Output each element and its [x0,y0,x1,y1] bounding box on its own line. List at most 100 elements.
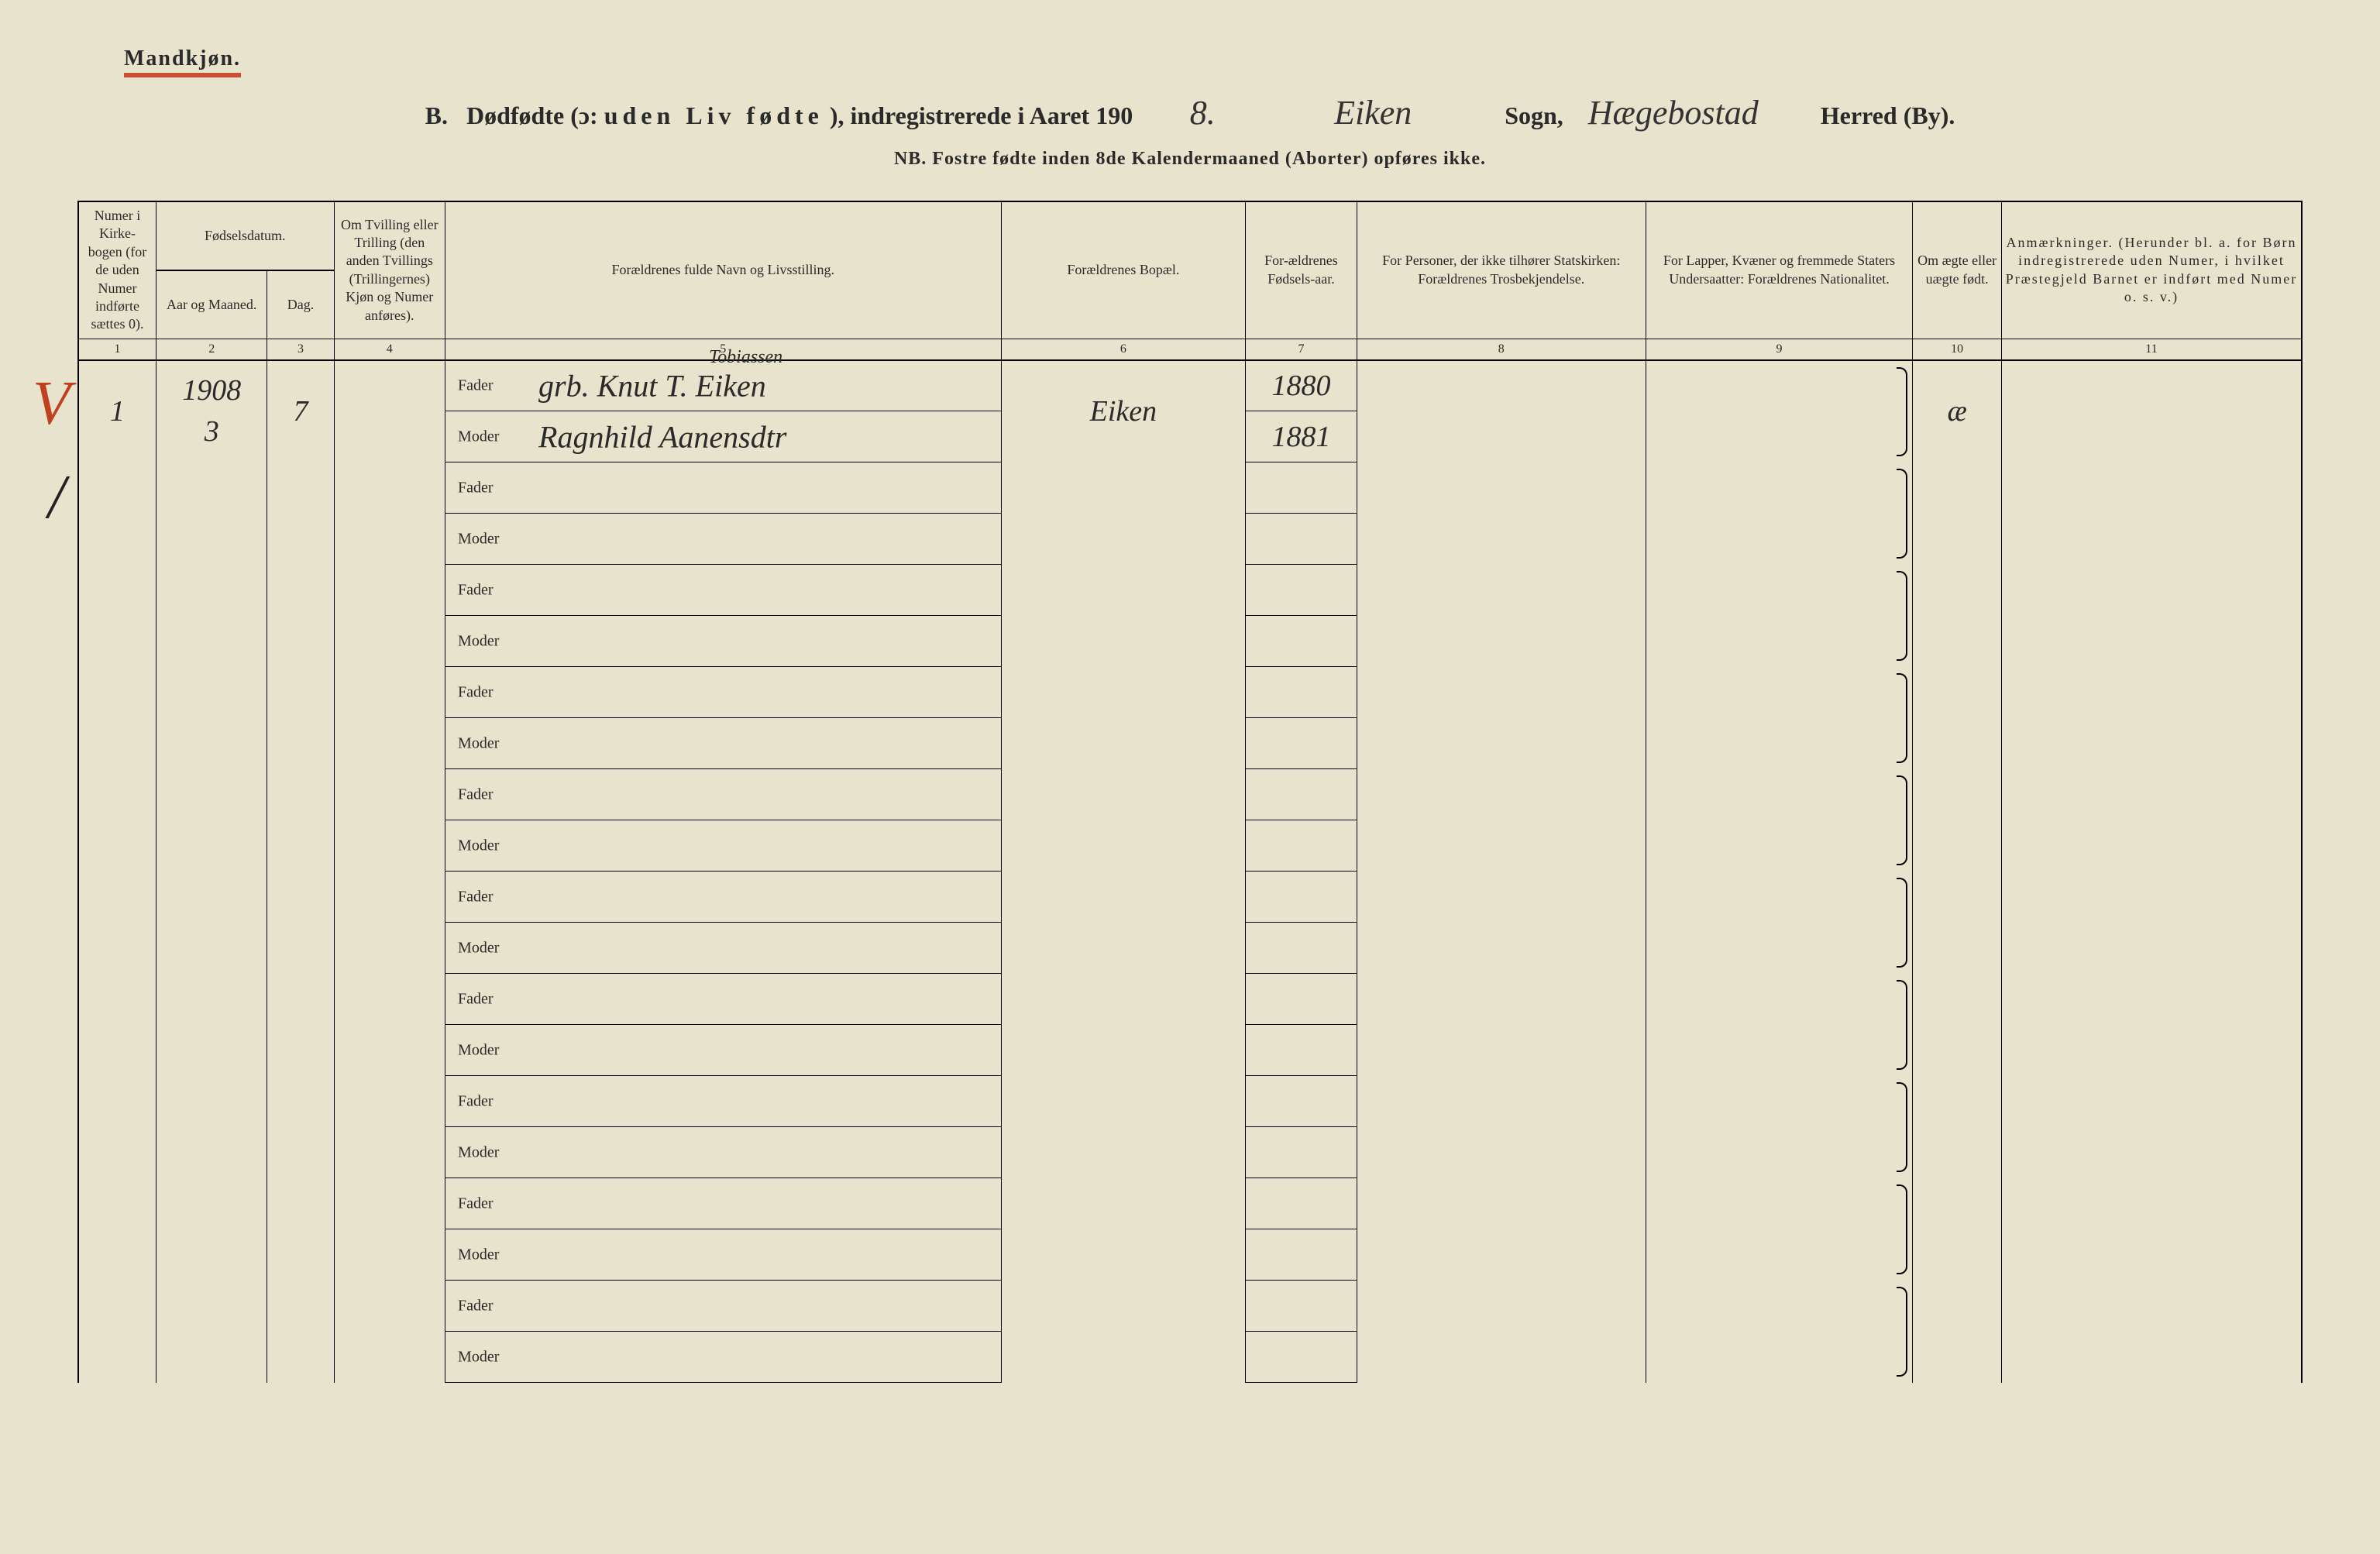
cell-remarks [2002,1281,2302,1383]
mother-label: Moder [458,1348,499,1366]
cell-mother-name: Moder [445,1127,1002,1178]
cell-twin [334,565,445,667]
father-label: Fader [458,581,494,599]
cell-day [267,974,334,1076]
cell-religion [1357,872,1646,974]
cell-father-name: Fader [445,1281,1002,1332]
title-main: Dødfødte (ɔ: [466,101,598,129]
table-row: Fader [78,1076,2302,1127]
cell-year-month [156,974,267,1076]
mother-label: Moder [458,939,499,957]
col-header-2-group: Fødselsdatum. [156,201,334,270]
herred-value: Hægebostad [1588,93,1759,133]
cell-day: 7 [267,360,334,462]
table-row: Fader [78,667,2302,718]
cell-mother-birthyear [1246,820,1357,872]
cell-year-month [156,769,267,872]
cell-remarks [2002,565,2302,667]
cell-nationality [1646,565,1912,667]
cell-religion [1357,462,1646,565]
cell-mother-name: Moder [445,718,1002,769]
cell-day [267,462,334,565]
cell-twin [334,872,445,974]
cell-mother-birthyear [1246,1332,1357,1383]
cell-year-month: 1908 3 [156,360,267,462]
father-label: Fader [458,376,494,394]
col-header-11-text: Anmærkninger. (Herunder bl. a. for Børn … [2006,235,2297,304]
father-label: Fader [458,1195,494,1212]
cell-twin [334,360,445,462]
cell-legitimacy [1913,667,2002,769]
cell-residence [1001,565,1246,667]
cell-father-birthyear [1246,1281,1357,1332]
cell-father-name: Fader [445,1076,1002,1127]
cell-mother-name: Moder [445,616,1002,667]
cell-number [78,872,156,974]
cell-year-month [156,872,267,974]
mother-birthyear-value: 1881 [1271,421,1330,453]
column-numbers-row: 1 2 3 4 5 6 7 8 9 10 11 [78,339,2302,360]
herred-label: Herred (By). [1821,101,1955,129]
cell-year-month [156,1076,267,1178]
cell-remarks [2002,974,2302,1076]
colnum-2: 2 [156,339,267,360]
colnum-9: 9 [1646,339,1912,360]
cell-twin [334,1178,445,1281]
cell-residence: Eiken [1001,360,1246,462]
title-spaced: uden Liv fødte [604,101,824,129]
table-header: Numer i Kirke-bogen (for de uden Numer i… [78,201,2302,360]
mother-label: Moder [458,530,499,548]
cell-father-birthyear [1246,565,1357,616]
table-row: Fader [78,872,2302,923]
cell-legitimacy [1913,872,2002,974]
cell-mother-name: ModerRagnhild Aanensdtr [445,411,1002,462]
cell-day [267,1178,334,1281]
cell-legitimacy [1913,1281,2002,1383]
table-row: Fader [78,1281,2302,1332]
gender-heading: Mandkjøn. [77,46,2303,77]
cell-religion [1357,974,1646,1076]
cell-number [78,1178,156,1281]
cell-father-name: Fader [445,974,1002,1025]
colnum-4: 4 [334,339,445,360]
cell-number [78,1281,156,1383]
cell-twin [334,462,445,565]
cell-mother-name: Moder [445,1025,1002,1076]
cell-mother-birthyear: 1881 [1246,411,1357,462]
cell-father-birthyear [1246,974,1357,1025]
cell-number [78,769,156,872]
checkmark-icon: V [33,369,71,439]
cell-father-birthyear: 1880 [1246,360,1357,411]
cell-nationality [1646,667,1912,769]
cell-mother-birthyear [1246,1229,1357,1281]
colnum-6: 6 [1001,339,1246,360]
cell-father-name: Fader [445,667,1002,718]
slash-mark-icon: / [48,462,65,533]
mother-label: Moder [458,632,499,650]
cell-remarks [2002,1076,2302,1178]
cell-number [78,667,156,769]
cell-year-month [156,565,267,667]
cell-remarks [2002,360,2302,462]
cell-mother-birthyear [1246,1127,1357,1178]
register-table: Numer i Kirke-bogen (for de uden Numer i… [77,201,2303,1383]
cell-father-birthyear [1246,667,1357,718]
cell-father-name: Fader [445,565,1002,616]
title-after: ), indregistrerede i Aaret 190 [830,101,1133,129]
cell-remarks [2002,667,2302,769]
cell-number [78,565,156,667]
mother-label: Moder [458,428,499,445]
col-header-9: For Lapper, Kvæner og fremmede Staters U… [1646,201,1912,339]
cell-father-birthyear [1246,462,1357,514]
cell-legitimacy [1913,974,2002,1076]
year-digit: 8. [1133,93,1272,133]
cell-mother-name: Moder [445,1332,1002,1383]
cell-nationality [1646,1076,1912,1178]
mother-label: Moder [458,837,499,854]
cell-mother-birthyear [1246,1025,1357,1076]
cell-father-birthyear [1246,872,1357,923]
cell-year-month [156,1281,267,1383]
sogn-value: Eiken [1303,93,1443,133]
cell-legitimacy [1913,1076,2002,1178]
col-header-5: Forældrenes fulde Navn og Livsstilling. [445,201,1002,339]
